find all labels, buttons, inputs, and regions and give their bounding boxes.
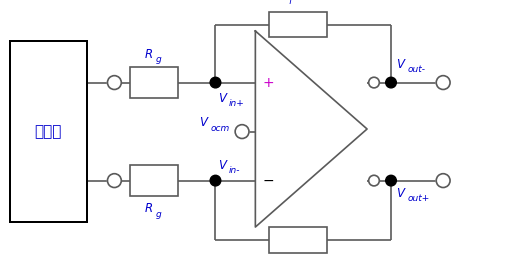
Ellipse shape: [386, 77, 396, 88]
Text: −: −: [263, 174, 275, 188]
Text: R: R: [145, 203, 153, 215]
Text: f: f: [289, 0, 292, 6]
Text: V: V: [218, 159, 226, 172]
Ellipse shape: [369, 175, 379, 186]
Text: R: R: [278, 0, 286, 3]
Bar: [269, 12, 327, 37]
Ellipse shape: [436, 174, 450, 188]
Ellipse shape: [436, 76, 450, 90]
Text: 信号源: 信号源: [35, 124, 62, 139]
Text: ocm: ocm: [210, 124, 229, 133]
Text: V: V: [200, 116, 207, 129]
Text: in+: in+: [229, 99, 245, 108]
Text: g: g: [155, 55, 161, 64]
Text: V: V: [396, 58, 404, 71]
Text: in-: in-: [229, 166, 240, 175]
Ellipse shape: [107, 76, 121, 90]
Text: V: V: [218, 92, 226, 104]
Bar: [269, 227, 327, 253]
Ellipse shape: [210, 175, 221, 186]
Bar: [130, 165, 178, 196]
Ellipse shape: [107, 174, 121, 188]
Text: R: R: [145, 48, 153, 61]
Bar: [10, 41, 87, 222]
Text: V: V: [396, 187, 404, 200]
Ellipse shape: [386, 175, 396, 186]
Text: g: g: [155, 210, 161, 219]
Text: +: +: [263, 76, 275, 90]
Ellipse shape: [210, 77, 221, 88]
Text: out-: out-: [408, 65, 426, 74]
Ellipse shape: [235, 125, 249, 139]
Text: out+: out+: [408, 194, 430, 203]
Bar: [130, 67, 178, 98]
Ellipse shape: [369, 77, 379, 88]
